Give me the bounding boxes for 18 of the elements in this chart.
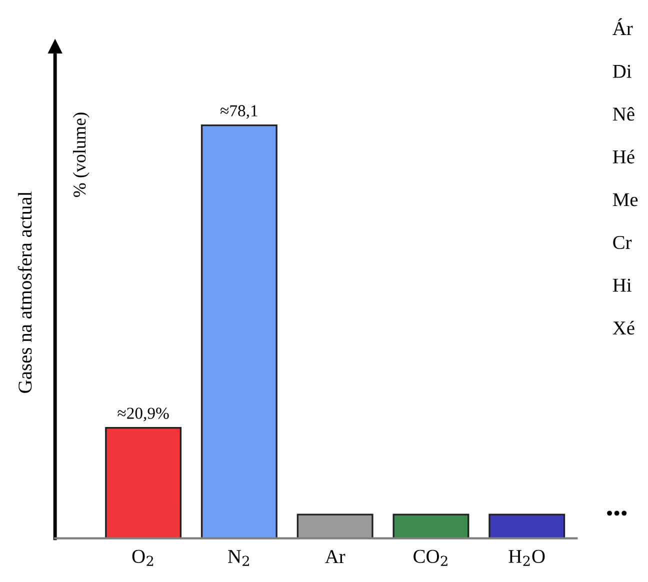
x-tick-label: H$_{2}$O xyxy=(508,550,545,566)
text: Ár xyxy=(612,18,633,35)
text: Hi xyxy=(612,278,632,292)
text: ••• xyxy=(607,510,627,516)
data-label: ≈20,9% xyxy=(118,408,169,422)
x-tick-label: N$_{2}$ xyxy=(228,550,249,566)
text: Cr xyxy=(613,236,632,250)
text: Xé xyxy=(612,320,634,335)
data-label: ≈78,1 xyxy=(220,105,258,119)
text: Me xyxy=(612,193,638,206)
x-tick-label: CO$_{2}$ xyxy=(414,550,448,566)
x-tick-label: Ar xyxy=(325,550,346,563)
text: Nê xyxy=(612,106,634,121)
annotation: % (volume) xyxy=(72,112,90,198)
text: Hé xyxy=(612,150,634,164)
x-tick-label: O$_{2}$ xyxy=(132,550,154,566)
y-axis-title: Gases na atmosfera actual xyxy=(18,192,32,393)
text: Di xyxy=(612,64,632,78)
